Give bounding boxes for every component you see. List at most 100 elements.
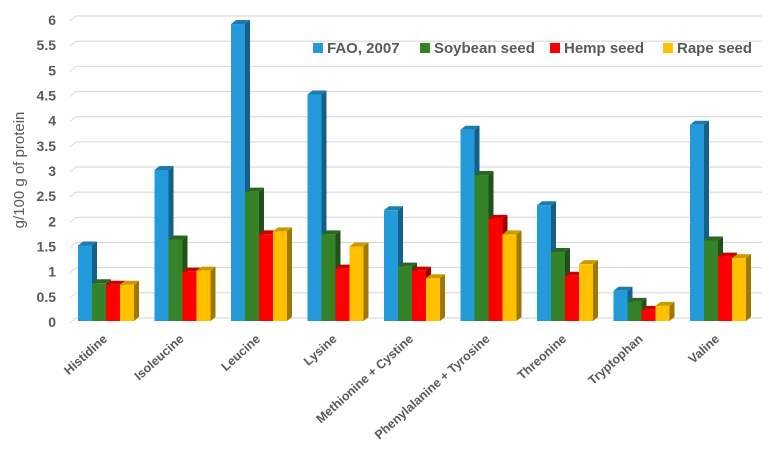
y-tick-label: 5.5 [37,37,57,53]
x-axis-ticks: Histidine Isoleucine Leucine LysineMethioni… [61,332,722,442]
gridline-depth [69,116,77,123]
bar-front [732,258,746,321]
gridline-depth [69,242,77,248]
bar-front [579,264,593,321]
bar [120,280,139,321]
bar-top [426,274,445,279]
bar-front [335,268,350,321]
legend-item: Rape seed [663,40,752,57]
legend-label: Rape seed [677,40,752,57]
legend-swatch [313,43,323,53]
gridline-depth [69,141,77,148]
bar-side [210,266,216,321]
bar-top [321,230,341,235]
gridline-depth [69,40,77,47]
gridline-depth [69,65,77,72]
bar-top [718,252,737,257]
y-axis-label: g/100 g of protein [11,112,28,229]
y-tick-label: 2 [48,213,56,229]
legend-swatch [420,43,430,53]
bar-front [565,275,579,321]
bar-front [196,270,211,321]
gridline-depth [69,191,77,198]
bar-top [732,254,751,259]
legend-swatch [550,43,560,53]
bar-front [106,284,120,321]
bar-front [231,24,245,322]
bar-top [106,280,125,285]
bar-top [551,248,570,253]
bar-front [398,266,412,321]
bar [732,254,751,321]
y-tick-label: 4.5 [37,88,57,104]
legend-label: Soybean seed [434,40,535,57]
bar-top [474,171,494,176]
gridline-depth [69,267,77,274]
y-tick-label: 3 [48,163,56,179]
legend-item: Hemp seed [550,40,644,57]
bar-front [307,94,322,321]
x-tick-label: Valine [686,332,722,367]
bar-front [120,284,134,321]
bar-top [92,279,111,284]
bar-top [307,90,327,95]
bar-top [655,301,675,306]
bar-top [245,187,264,192]
legend-label: Hemp seed [564,40,644,57]
bar-side [287,227,292,321]
legend: FAO, 2007 Soybean seed Hemp seed Rape seed [313,40,752,57]
bar [273,227,292,321]
bar-front [245,191,259,321]
bar [502,230,522,321]
bar-top [196,266,216,271]
bar-top [627,297,647,302]
bar-side [593,260,598,321]
bar-front [474,175,489,321]
bar-front [426,278,440,321]
bar-top [460,125,480,130]
bar-front [537,205,551,321]
bar [196,266,216,321]
bar-side [669,301,675,321]
x-tick-label: Leucine [219,332,264,374]
bar-top [690,120,709,125]
gridline-depth [69,317,77,324]
legend-label: FAO, 2007 [327,40,400,57]
y-tick-label: 1.5 [37,239,57,255]
bar [655,301,675,321]
bar-top [120,280,139,285]
bar-front [718,256,732,321]
x-tick-label: Isoleucine [132,332,187,383]
bar-front [641,309,656,321]
bar-front [92,283,106,321]
bar [384,206,403,321]
bar-top [398,262,417,267]
bar-front [704,240,718,321]
bar-top [384,206,403,211]
y-tick-label: 6 [48,12,56,28]
bar [426,274,445,321]
bar-top [231,20,250,25]
bar-side [134,280,139,321]
bar-top [613,286,633,291]
bar-front [460,129,475,321]
y-tick-label: 1 [48,264,56,280]
x-tick-label: Lysine [301,332,339,369]
gridline-depth [69,15,77,22]
bar-front [168,239,183,321]
x-tick-label: Threonine [515,332,569,383]
bar-front [690,124,704,321]
bar-front [78,245,92,321]
y-tick-label: 3.5 [37,138,57,154]
bar-side [516,230,522,321]
bar-front [488,218,503,321]
bar-top [154,166,174,170]
y-tick-label: 2.5 [37,188,57,204]
bar-front [502,234,517,321]
bar-front [412,270,426,321]
bar-side [440,274,445,321]
gridline-depth [69,166,77,173]
bar-front [321,234,336,321]
bar-front [154,170,169,321]
